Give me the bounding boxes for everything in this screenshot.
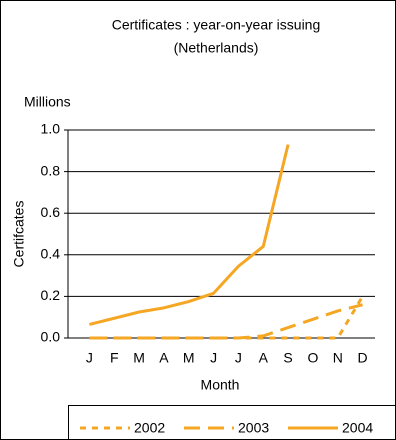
x-tick-label: M [183, 350, 195, 366]
series-line [89, 144, 290, 326]
x-tick-label: M [133, 350, 145, 366]
legend-label: 2003 [238, 420, 269, 436]
x-tick-label: F [110, 350, 119, 366]
y-tick-label: 1.0 [41, 121, 61, 137]
x-tick-label: S [283, 350, 292, 366]
x-tick-label: J [235, 350, 242, 366]
series-line [89, 303, 363, 340]
legend-box [68, 405, 396, 440]
unit-label: Millions [24, 94, 71, 110]
x-tick-label: D [358, 350, 368, 366]
y-tick-label: 0.0 [41, 329, 61, 345]
x-axis-label: Month [201, 377, 240, 393]
chart-title: Certificates : year-on-year issuing [112, 17, 321, 33]
y-tick-label: 0.2 [41, 287, 61, 303]
x-tick-label: O [307, 350, 318, 366]
legend-label: 2002 [134, 420, 165, 436]
x-tick-label: A [159, 350, 169, 366]
y-tick-label: 0.6 [41, 204, 61, 220]
legend-label: 2004 [342, 420, 373, 436]
x-tick-label: J [210, 350, 217, 366]
x-tick-label: A [259, 350, 269, 366]
y-axis-label: Certifcates [11, 201, 27, 268]
x-tick-label: N [333, 350, 343, 366]
y-tick-label: 0.8 [41, 162, 61, 178]
chart-subtitle: (Netherlands) [174, 40, 259, 56]
y-tick-label: 0.4 [41, 246, 61, 262]
series-line [89, 295, 364, 340]
x-tick-label: J [86, 350, 93, 366]
